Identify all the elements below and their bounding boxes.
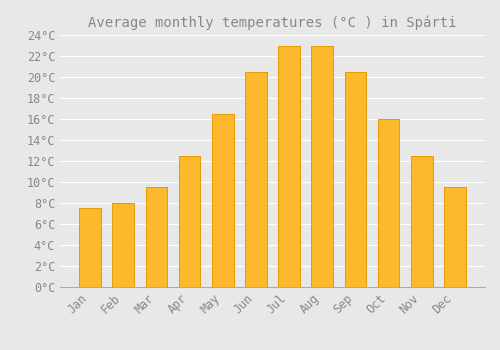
Bar <box>278 46 300 287</box>
Bar <box>444 187 466 287</box>
Bar <box>312 46 333 287</box>
Bar <box>411 156 432 287</box>
Bar <box>146 187 167 287</box>
Bar <box>179 156 201 287</box>
Title: Average monthly temperatures (°C ) in Spárti: Average monthly temperatures (°C ) in Sp… <box>88 15 457 30</box>
Bar <box>112 203 134 287</box>
Bar <box>80 208 101 287</box>
Bar <box>378 119 400 287</box>
Bar <box>212 114 234 287</box>
Bar <box>344 72 366 287</box>
Bar <box>245 72 266 287</box>
